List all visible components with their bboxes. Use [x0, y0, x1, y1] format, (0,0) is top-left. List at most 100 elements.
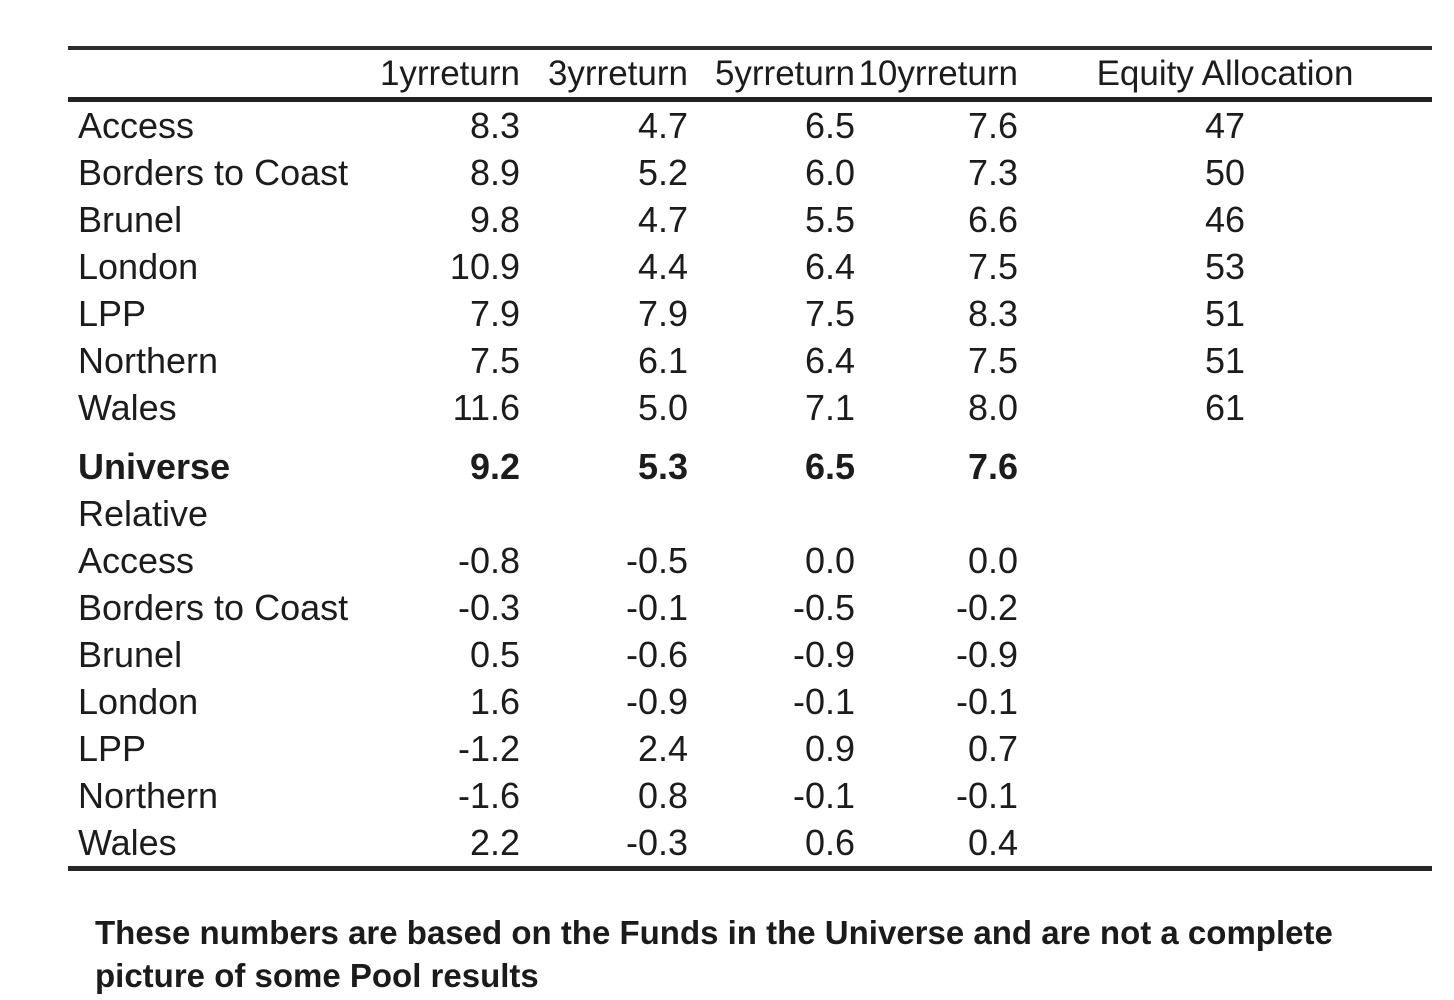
- value-cell-5yr: 6.4: [804, 246, 855, 287]
- value-cell-10yr: 7.3: [967, 152, 1018, 193]
- value-cell-3yr: -0.9: [625, 681, 688, 722]
- table-body: Access 8.3 4.7 6.5 7.6 47 Borders to Coast 8.9 5…: [68, 100, 1432, 869]
- header-cell-equity-allocation: Equity Allocation: [1096, 54, 1354, 93]
- table-row: Northern -1.6 0.8 -0.1 -0.1: [68, 772, 1432, 819]
- document-page: 1yrreturn 3yrreturn 5yrreturn 10yrreturn…: [0, 46, 1454, 1000]
- header-cell-5yr-return: 5yrreturn: [714, 54, 855, 93]
- table-row: Relative: [68, 490, 1432, 537]
- row-label-cell: Relative: [78, 493, 209, 534]
- value-cell-3yr: 7.9: [637, 293, 688, 334]
- row-label-cell: Access: [78, 540, 195, 581]
- footnote: These numbers are based on the Funds in …: [95, 914, 1333, 994]
- row-label-cell: LPP: [78, 728, 147, 769]
- value-cell-3yr: 0.8: [637, 775, 688, 816]
- value-cell-1yr: 9.2: [469, 446, 520, 487]
- value-cell-1yr: 7.5: [469, 340, 520, 381]
- value-cell-1yr: 11.6: [452, 387, 520, 428]
- row-label-cell: Wales: [78, 822, 177, 863]
- value-cell-10yr: 7.5: [967, 246, 1018, 287]
- table-row: Wales 11.6 5.0 7.1 8.0 61: [68, 384, 1432, 431]
- header-row: 1yrreturn 3yrreturn 5yrreturn 10yrreturn…: [68, 48, 1432, 100]
- value-cell-5yr: 0.0: [804, 540, 855, 581]
- row-label-cell: Brunel: [78, 199, 183, 240]
- value-cell-3yr: 5.2: [637, 152, 688, 193]
- value-cell-1yr: 10.9: [449, 246, 520, 287]
- value-cell-3yr: -0.6: [625, 634, 688, 675]
- table-row: London 1.6 -0.9 -0.1 -0.1: [68, 678, 1432, 725]
- value-cell-1yr: 7.9: [469, 293, 520, 334]
- value-cell-3yr: -0.5: [625, 540, 688, 581]
- value-cell-3yr: 6.1: [637, 340, 688, 381]
- row-label-cell: Borders to Coast: [78, 152, 349, 193]
- table-row: Access -0.8 -0.5 0.0 0.0: [68, 537, 1432, 584]
- value-cell-3yr: [520, 490, 688, 537]
- value-cell-equity: 50: [1204, 152, 1246, 193]
- value-cell-10yr: -0.2: [955, 587, 1018, 628]
- value-cell-10yr: -0.9: [955, 634, 1018, 675]
- value-cell-3yr: 5.3: [637, 446, 688, 487]
- value-cell-3yr: 4.7: [637, 105, 688, 146]
- value-cell-equity: [1018, 443, 1432, 490]
- pool-returns-table: 1yrreturn 3yrreturn 5yrreturn 10yrreturn…: [68, 46, 1432, 871]
- row-label-cell: Northern: [78, 340, 219, 381]
- value-cell-10yr: -0.1: [955, 681, 1018, 722]
- value-cell-equity: [1018, 490, 1432, 537]
- value-cell-5yr: 7.5: [804, 293, 855, 334]
- table-row: Access 8.3 4.7 6.5 7.6 47: [68, 100, 1432, 150]
- value-cell-equity: [1018, 772, 1432, 819]
- value-cell-equity: [1018, 819, 1432, 869]
- value-cell-5yr: [688, 490, 855, 537]
- value-cell-5yr: -0.5: [792, 587, 855, 628]
- value-cell-3yr: 5.0: [637, 387, 688, 428]
- value-cell-1yr: 2.2: [469, 822, 520, 863]
- value-cell-10yr: 8.3: [967, 293, 1018, 334]
- header-cell-blank: [68, 48, 358, 100]
- value-cell-equity: [1018, 678, 1432, 725]
- value-cell-10yr: 0.4: [967, 822, 1018, 863]
- table-row: Brunel 9.8 4.7 5.5 6.6 46: [68, 196, 1432, 243]
- value-cell-3yr: -0.3: [625, 822, 688, 863]
- value-cell-10yr: 6.6: [967, 199, 1018, 240]
- table-row: LPP 7.9 7.9 7.5 8.3 51: [68, 290, 1432, 337]
- value-cell-equity: 51: [1204, 340, 1246, 381]
- value-cell-equity: 47: [1204, 105, 1246, 146]
- value-cell-equity: 51: [1204, 293, 1246, 334]
- table-row: London 10.9 4.4 6.4 7.5 53: [68, 243, 1432, 290]
- value-cell-5yr: 6.0: [804, 152, 855, 193]
- value-cell-5yr: -0.1: [792, 775, 855, 816]
- header-cell-3yr-return: 3yrreturn: [547, 54, 688, 93]
- value-cell-10yr: 7.6: [967, 105, 1018, 146]
- value-cell-1yr: 0.5: [469, 634, 520, 675]
- table-header: 1yrreturn 3yrreturn 5yrreturn 10yrreturn…: [68, 48, 1432, 100]
- table-row: Universe 9.2 5.3 6.5 7.6: [68, 443, 1432, 490]
- value-cell-1yr: -0.3: [457, 587, 520, 628]
- section-gap-cell: [68, 431, 1432, 443]
- row-label-cell: Brunel: [78, 634, 183, 675]
- value-cell-10yr: 8.0: [967, 387, 1018, 428]
- value-cell-10yr: -0.1: [955, 775, 1018, 816]
- table-row: Northern 7.5 6.1 6.4 7.5 51: [68, 337, 1432, 384]
- value-cell-5yr: 6.4: [804, 340, 855, 381]
- value-cell-1yr: -1.2: [457, 728, 520, 769]
- table-row: Borders to Coast 8.9 5.2 6.0 7.3 50: [68, 149, 1432, 196]
- row-label-cell: London: [78, 246, 199, 287]
- value-cell-3yr: 4.7: [637, 199, 688, 240]
- table-row: Borders to Coast -0.3 -0.1 -0.5 -0.2: [68, 584, 1432, 631]
- value-cell-5yr: 7.1: [804, 387, 855, 428]
- value-cell-5yr: 0.6: [804, 822, 855, 863]
- value-cell-10yr: 0.7: [967, 728, 1018, 769]
- value-cell-3yr: 2.4: [637, 728, 688, 769]
- row-label-cell: LPP: [78, 293, 147, 334]
- value-cell-3yr: -0.1: [625, 587, 688, 628]
- section-gap: [68, 431, 1432, 443]
- value-cell-1yr: 9.8: [469, 199, 520, 240]
- value-cell-5yr: -0.1: [792, 681, 855, 722]
- value-cell-5yr: 6.5: [804, 105, 855, 146]
- value-cell-equity: 53: [1204, 246, 1246, 287]
- row-label-cell: Wales: [78, 387, 177, 428]
- value-cell-5yr: 6.5: [804, 446, 855, 487]
- value-cell-5yr: 5.5: [804, 199, 855, 240]
- value-cell-5yr: 0.9: [804, 728, 855, 769]
- value-cell-equity: 61: [1204, 387, 1246, 428]
- row-label-cell: Borders to Coast: [78, 587, 349, 628]
